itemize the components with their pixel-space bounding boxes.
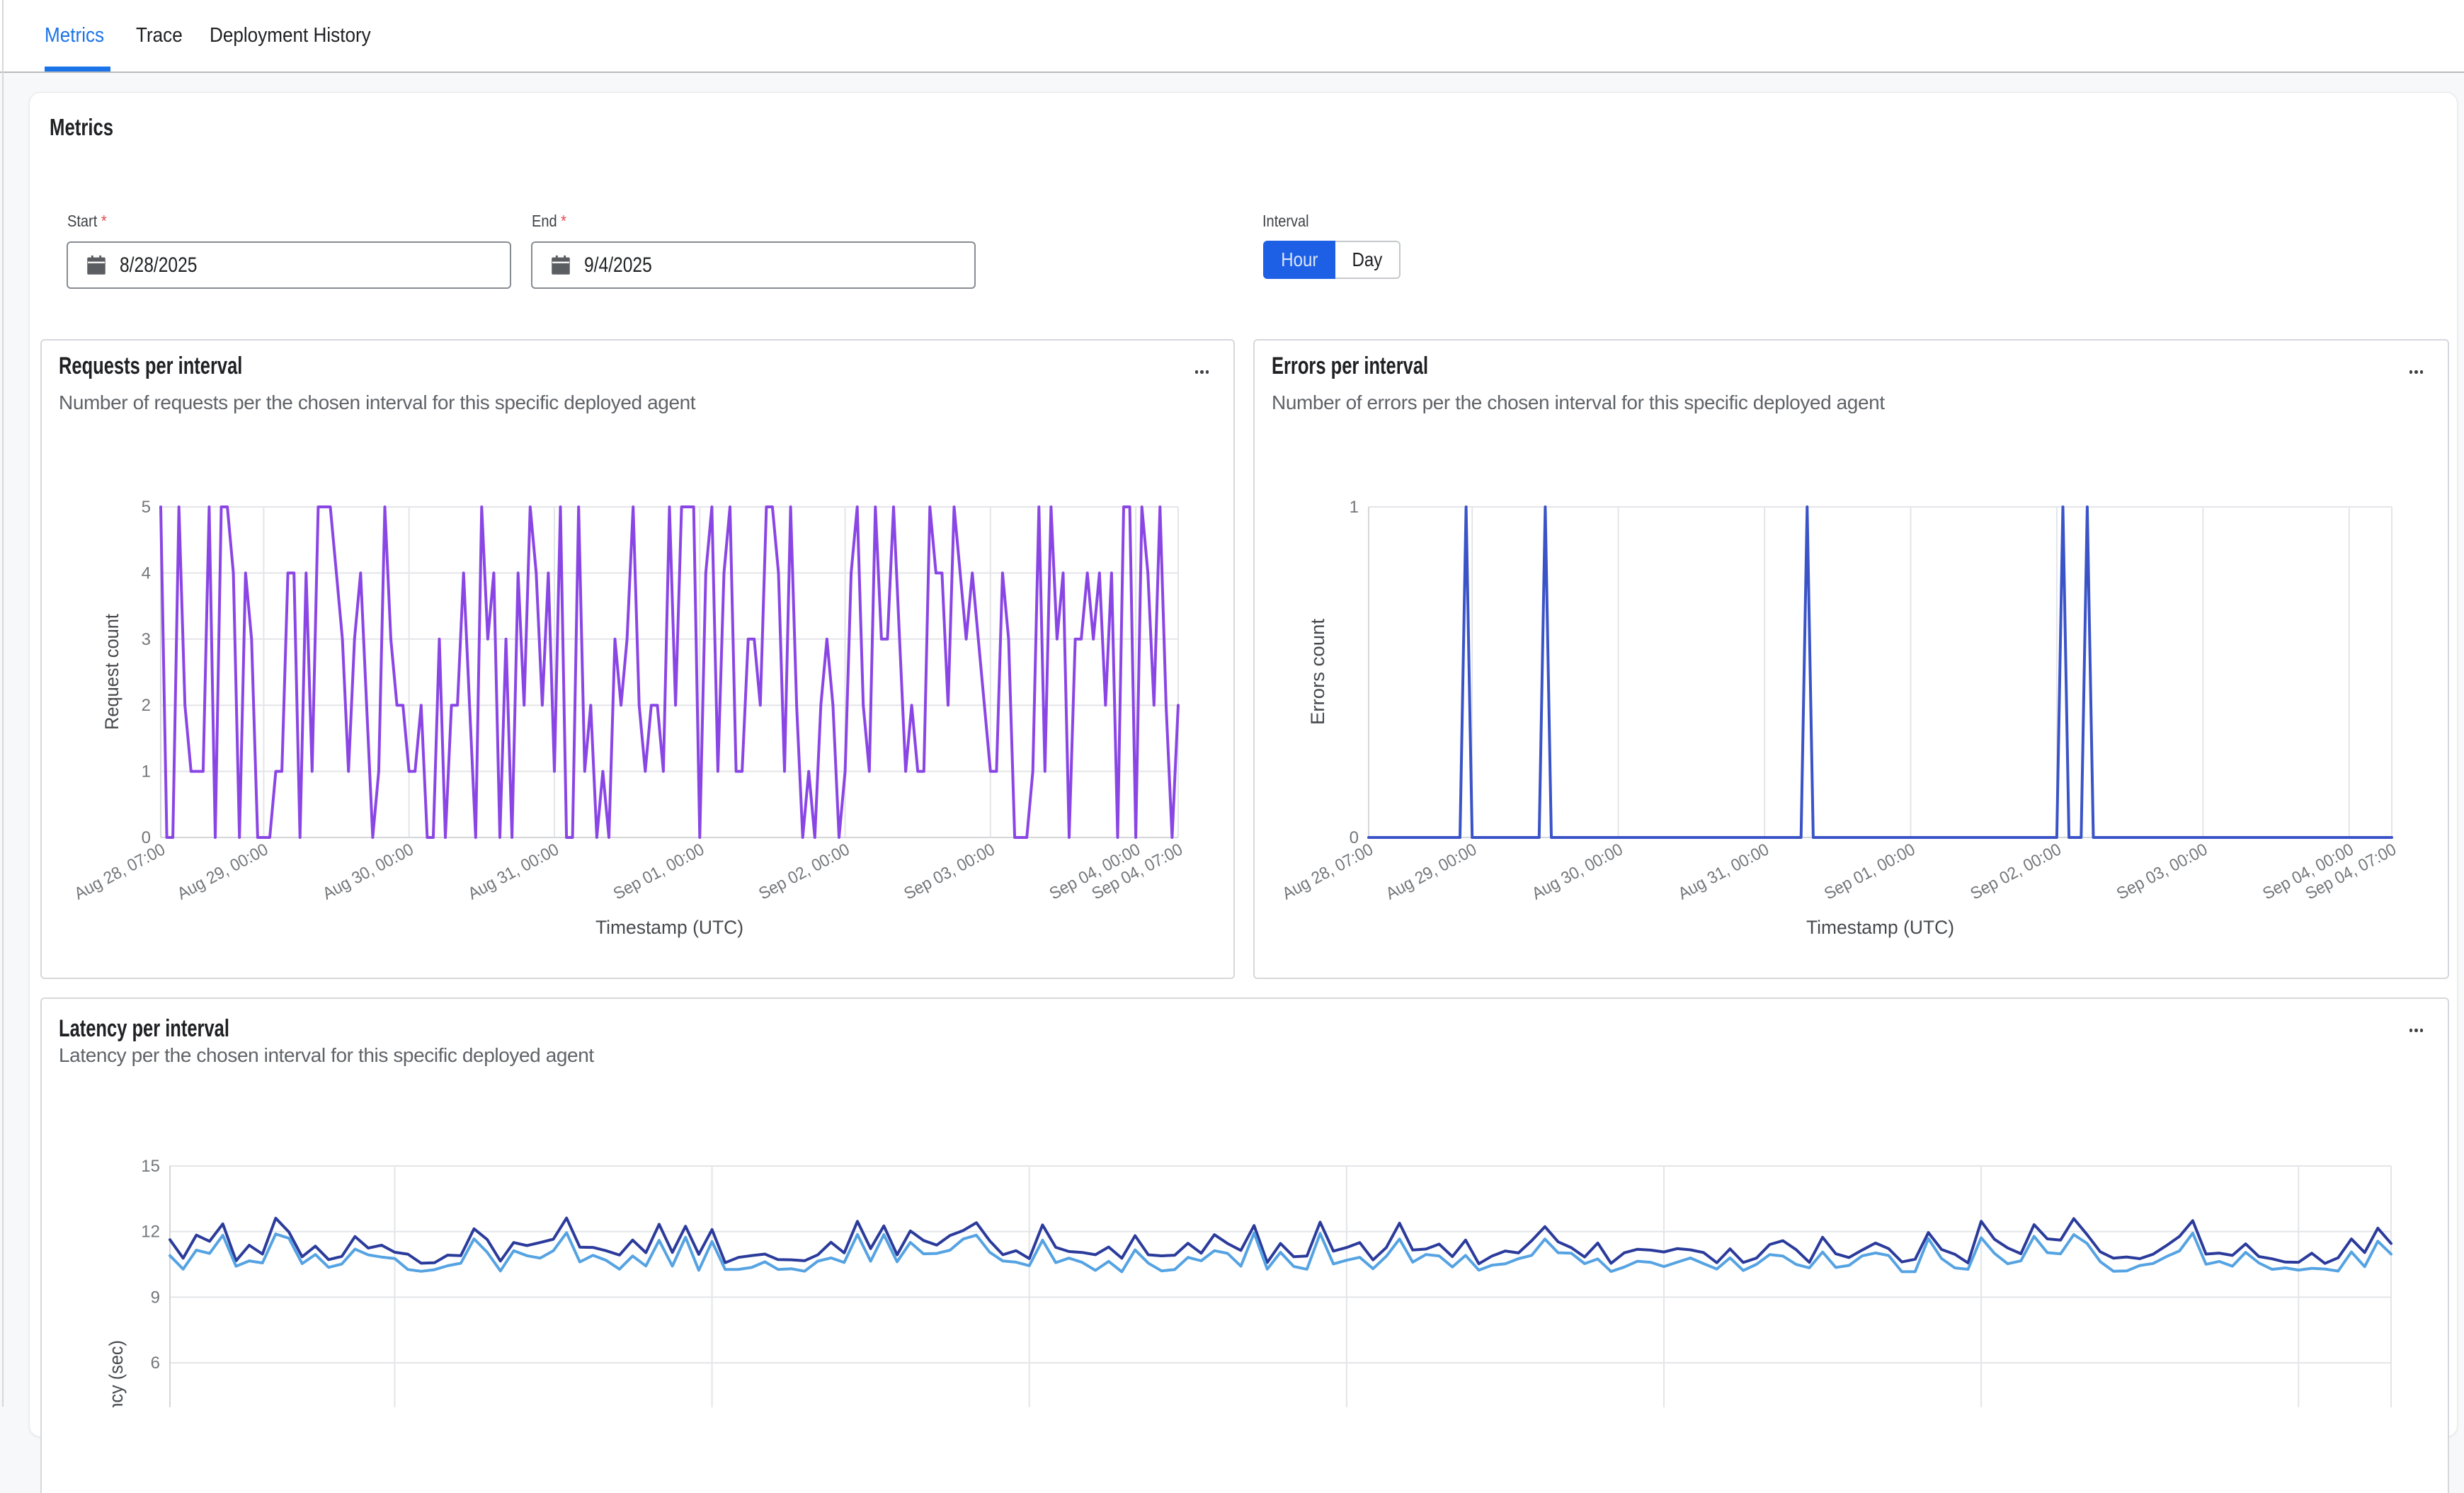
svg-text:0: 0 <box>142 828 151 847</box>
svg-text:3: 3 <box>142 630 151 649</box>
svg-text:Timestamp (UTC): Timestamp (UTC) <box>595 917 743 938</box>
svg-text:Aug 29, 00:00: Aug 29, 00:00 <box>1383 840 1480 903</box>
svg-text:1: 1 <box>1350 498 1359 517</box>
svg-text:Aug 30, 00:00: Aug 30, 00:00 <box>1529 840 1626 903</box>
svg-text:1: 1 <box>142 762 151 782</box>
svg-text:5: 5 <box>142 498 151 517</box>
svg-text:Aug 28, 07:00: Aug 28, 07:00 <box>1279 840 1376 903</box>
svg-text:9: 9 <box>151 1288 160 1307</box>
svg-text:Aug 28, 07:00: Aug 28, 07:00 <box>72 840 169 903</box>
svg-text:Aug 30, 00:00: Aug 30, 00:00 <box>319 840 416 903</box>
svg-text:Sep 03, 00:00: Sep 03, 00:00 <box>901 840 998 903</box>
svg-text:Aug 31, 00:00: Aug 31, 00:00 <box>465 840 562 903</box>
svg-text:15: 15 <box>141 1157 160 1176</box>
svg-text:Aug 31, 00:00: Aug 31, 00:00 <box>1675 840 1772 903</box>
svg-text:Aug 29, 00:00: Aug 29, 00:00 <box>174 840 271 903</box>
svg-text:Sep 02, 00:00: Sep 02, 00:00 <box>1968 840 2065 903</box>
svg-text:Sep 01, 00:00: Sep 01, 00:00 <box>610 840 707 903</box>
svg-text:Timestamp (UTC): Timestamp (UTC) <box>1806 917 1954 938</box>
svg-text:12: 12 <box>141 1223 160 1242</box>
svg-text:Request count: Request count <box>101 614 122 730</box>
svg-text:Sep 02, 00:00: Sep 02, 00:00 <box>755 840 852 903</box>
svg-text:Errors count: Errors count <box>1307 619 1328 725</box>
svg-text:2: 2 <box>142 696 151 715</box>
svg-text:Sep 03, 00:00: Sep 03, 00:00 <box>2114 840 2211 903</box>
svg-text:0: 0 <box>1350 828 1359 847</box>
svg-text:Latency (sec): Latency (sec) <box>105 1340 127 1407</box>
svg-text:Sep 01, 00:00: Sep 01, 00:00 <box>1821 840 1918 903</box>
svg-text:4: 4 <box>142 564 151 583</box>
svg-text:6: 6 <box>151 1354 160 1373</box>
